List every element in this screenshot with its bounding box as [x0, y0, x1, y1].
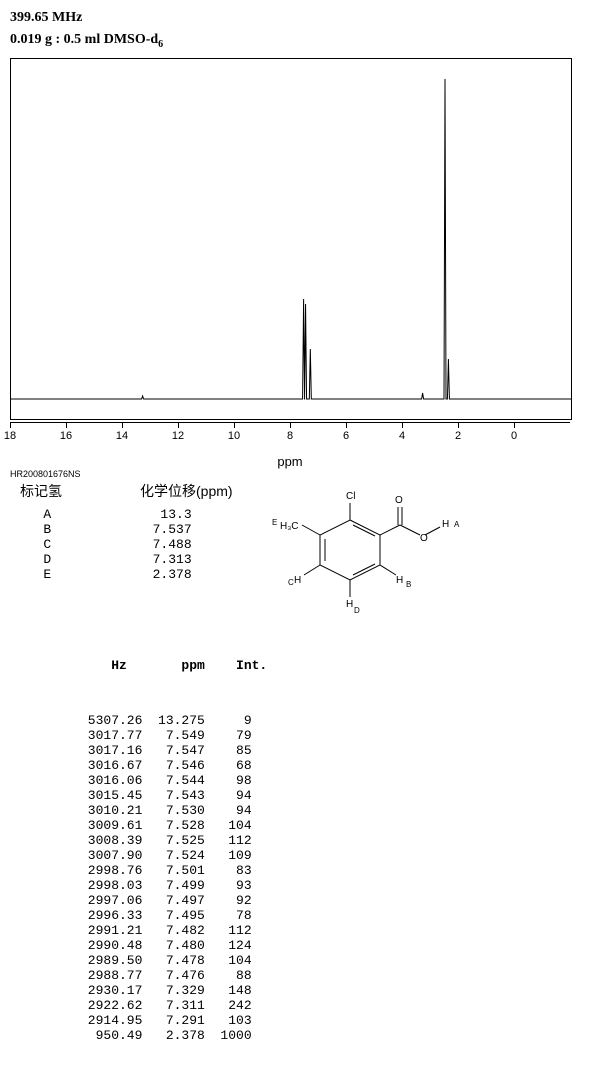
label-ha: H: [442, 519, 449, 530]
axis-tick-label: 18: [4, 430, 16, 442]
peak-table-row: 2930.17 7.329 148: [80, 983, 585, 998]
peak-table-row: 3016.67 7.546 68: [80, 758, 585, 773]
shift-table-row: C 7.488: [20, 537, 260, 552]
peak-table-row: 3009.61 7.528 104: [80, 818, 585, 833]
label-d: D: [354, 606, 360, 615]
label-b: B: [406, 580, 411, 589]
axis-tick: [178, 422, 179, 428]
shift-table-row: D 7.313: [20, 552, 260, 567]
peak-table-row: 2998.03 7.499 93: [80, 878, 585, 893]
axis-tick: [514, 422, 515, 428]
axis-tick-label: 14: [116, 430, 128, 442]
peak-table-row: 3017.77 7.549 79: [80, 728, 585, 743]
label-cl: Cl: [346, 491, 355, 502]
peak-table-row: 3015.45 7.543 94: [80, 788, 585, 803]
label-hd: H: [346, 599, 353, 610]
peak-table-row: 3016.06 7.544 98: [80, 773, 585, 788]
axis-tick: [66, 422, 67, 428]
peak-table-row: 5307.26 13.275 9: [80, 713, 585, 728]
peak-table-row: 2922.62 7.311 242: [80, 998, 585, 1013]
peak-table-row: 2997.06 7.497 92: [80, 893, 585, 908]
shift-table-row: B 7.537: [20, 522, 260, 537]
sample-id: HR200801676NS: [10, 469, 585, 479]
peak-table-row: 2989.50 7.478 104: [80, 953, 585, 968]
peak-table-row: 2998.76 7.501 83: [80, 863, 585, 878]
label-hb: H: [396, 575, 403, 586]
shift-header-col2: 化学位移(ppm): [140, 481, 260, 501]
mid-section: 标记氢 化学位移(ppm) A 13.3 B 7.537 C 7.488 D 7…: [10, 481, 585, 620]
axis-tick-label: 2: [455, 430, 461, 442]
axis-tick: [234, 422, 235, 428]
shift-table-header: 标记氢 化学位移(ppm): [20, 481, 260, 501]
label-a: A: [454, 520, 460, 529]
axis-tick-label: 12: [172, 430, 184, 442]
label-o2: O: [420, 533, 428, 544]
frequency-header: 399.65 MHz: [10, 10, 585, 26]
label-hc: H: [294, 575, 301, 586]
axis-tick-label: 4: [399, 430, 405, 442]
axis-tick-label: 0: [511, 430, 517, 442]
peak-table-row: 2990.48 7.480 124: [80, 938, 585, 953]
peak-table-row: 2991.21 7.482 112: [80, 923, 585, 938]
x-axis: 181614121086420: [10, 422, 570, 452]
axis-label: ppm: [10, 454, 570, 469]
peak-table-row: 3017.16 7.547 85: [80, 743, 585, 758]
peak-table-header: Hz ppm Int.: [80, 658, 585, 673]
axis-tick: [10, 422, 11, 428]
chemical-shift-table: 标记氢 化学位移(ppm) A 13.3 B 7.537 C 7.488 D 7…: [20, 481, 260, 582]
peak-table-row: 2996.33 7.495 78: [80, 908, 585, 923]
label-ch3: H₃C: [280, 521, 299, 532]
sample-subscript: 6: [158, 39, 163, 50]
axis-tick: [122, 422, 123, 428]
label-e: E: [272, 518, 277, 527]
axis-tick: [402, 422, 403, 428]
label-o1: O: [395, 495, 403, 506]
axis-tick: [346, 422, 347, 428]
sample-header: 0.019 g : 0.5 ml DMSO-d6: [10, 32, 585, 50]
axis-tick-label: 6: [343, 430, 349, 442]
peak-table-row: 3008.39 7.525 112: [80, 833, 585, 848]
peak-table-row: 950.49 2.378 1000: [80, 1028, 585, 1043]
axis-tick-label: 8: [287, 430, 293, 442]
nmr-spectrum: [10, 58, 572, 420]
peak-table: Hz ppm Int. 5307.26 13.275 9 3017.77 7.5…: [80, 628, 585, 1058]
shift-header-col1: 标记氢: [20, 481, 140, 501]
label-c: C: [288, 578, 294, 587]
peak-table-row: 3007.90 7.524 109: [80, 848, 585, 863]
sample-text: 0.019 g : 0.5 ml DMSO-d: [10, 32, 158, 47]
peak-table-row: 3010.21 7.530 94: [80, 803, 585, 818]
peak-table-row: 2988.77 7.476 88: [80, 968, 585, 983]
shift-table-row: E 2.378: [20, 567, 260, 582]
spectrum-svg: [11, 59, 571, 419]
axis-tick: [458, 422, 459, 428]
molecular-structure: Cl E H₃C O O H A H B H C H D: [270, 485, 470, 620]
shift-table-row: A 13.3: [20, 507, 260, 522]
axis-tick-label: 10: [228, 430, 240, 442]
structure-svg: Cl E H₃C O O H A H B H C H D: [270, 485, 470, 615]
axis-tick: [290, 422, 291, 428]
axis-tick-label: 16: [60, 430, 72, 442]
peak-table-row: 2914.95 7.291 103: [80, 1013, 585, 1028]
